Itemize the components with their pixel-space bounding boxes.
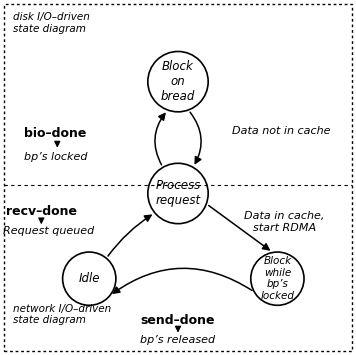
Text: recv–done: recv–done bbox=[6, 205, 77, 218]
Text: bp’s locked: bp’s locked bbox=[24, 152, 87, 162]
Text: Idle: Idle bbox=[79, 272, 100, 285]
Text: Data not in cache: Data not in cache bbox=[232, 126, 330, 136]
Text: Request queued: Request queued bbox=[3, 226, 94, 236]
Text: bp’s released: bp’s released bbox=[140, 335, 216, 345]
Text: disk I/O–driven
state diagram: disk I/O–driven state diagram bbox=[13, 12, 90, 34]
Text: network I/O–driven
state diagram: network I/O–driven state diagram bbox=[13, 304, 111, 325]
Text: Process
request: Process request bbox=[155, 180, 201, 207]
Text: Block
on
bread: Block on bread bbox=[161, 60, 195, 103]
Text: Block
while
bp’s
locked: Block while bp’s locked bbox=[260, 256, 294, 301]
Text: send–done: send–done bbox=[141, 314, 215, 327]
Text: bio–done: bio–done bbox=[24, 127, 87, 140]
Text: Data in cache,
start RDMA: Data in cache, start RDMA bbox=[244, 211, 325, 233]
